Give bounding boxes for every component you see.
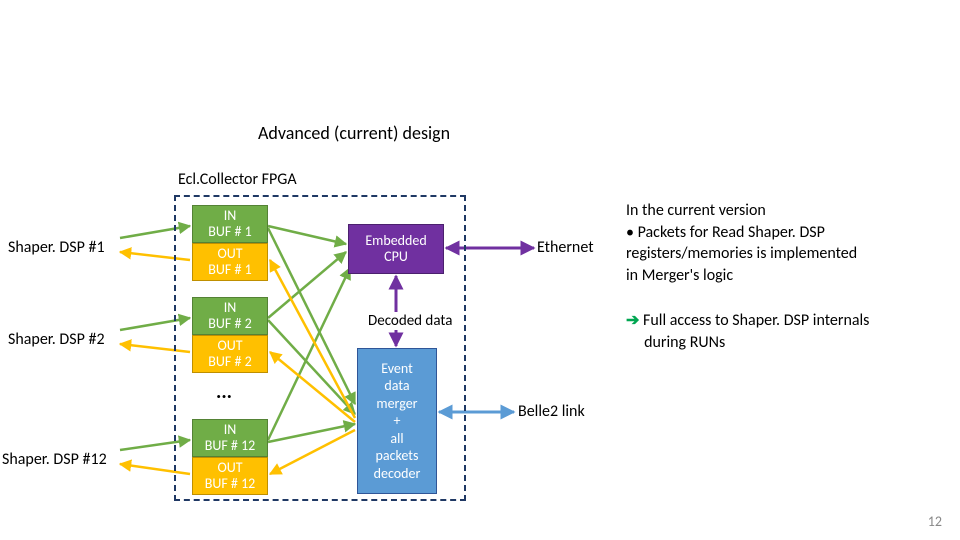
embedded-cpu-box: Embedded CPU — [348, 224, 444, 274]
note-line: in Merger's logic — [626, 265, 946, 287]
note-line: In the current version — [626, 200, 946, 222]
shaper-label: Shaper. DSP #12 — [2, 450, 107, 469]
buf-box: IN BUF # 2 OUT BUF # 2 — [192, 300, 268, 370]
note-line: • Packets for Read Shaper. DSP — [626, 222, 946, 244]
decoded-data-label: Decoded data — [366, 312, 454, 330]
merger-box: Event data merger + all packets decoder — [357, 348, 437, 494]
out-buf: OUT BUF # 1 — [192, 243, 268, 281]
note-line: ➔ Full access to Shaper. DSP internals — [626, 310, 946, 332]
note-full-access: ➔ Full access to Shaper. DSP internals d… — [626, 310, 946, 353]
out-buf: OUT BUF # 2 — [192, 335, 268, 373]
buf-box: IN BUF # 12 OUT BUF # 12 — [192, 422, 268, 492]
note-current-version: In the current version • Packets for Rea… — [626, 200, 946, 286]
arrow-icon: ➔ — [626, 311, 639, 330]
diagram-title: Advanced (current) design — [258, 122, 450, 144]
buf-box: IN BUF # 1 OUT BUF # 1 — [192, 208, 268, 278]
ellipsis: ... — [216, 380, 232, 404]
slide-number: 12 — [928, 513, 942, 530]
shaper-label: Shaper. DSP #1 — [8, 238, 105, 257]
in-buf: IN BUF # 12 — [192, 419, 268, 457]
ethernet-label: Ethernet — [537, 238, 594, 257]
note-line: during RUNs — [626, 332, 946, 354]
out-buf: OUT BUF # 12 — [192, 457, 268, 495]
note-line: registers/memories is implemented — [626, 243, 946, 265]
shaper-label: Shaper. DSP #2 — [8, 330, 105, 349]
belle-label: Belle2 link — [518, 402, 585, 421]
in-buf: IN BUF # 2 — [192, 297, 268, 335]
note-text: Full access to Shaper. DSP internals — [639, 311, 869, 330]
fpga-label: Ecl.Collector FPGA — [178, 170, 297, 189]
in-buf: IN BUF # 1 — [192, 205, 268, 243]
